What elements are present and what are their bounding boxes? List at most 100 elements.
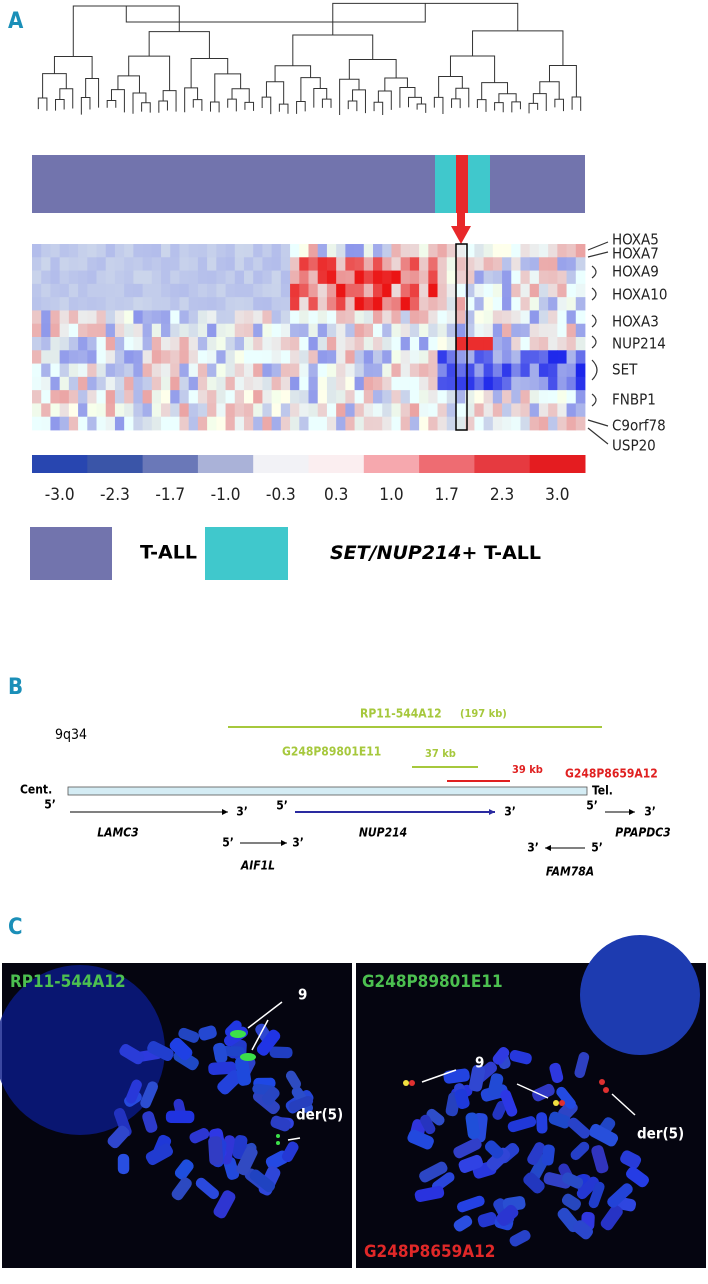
heatmap-cell (280, 350, 291, 364)
probe-label: G248P8659A12 (364, 1242, 495, 1262)
heatmap-cell (50, 337, 61, 351)
heatmap-cell (87, 323, 97, 338)
heatmap-cell (87, 416, 97, 431)
gene-arrow-head (545, 845, 551, 851)
color-scale: -3.0 -2.3 -1.7 -1.0 -0.3 0.3 1.0 1.7 2.3 3.0 (32, 455, 586, 505)
heatmap-cell (502, 390, 512, 404)
chromosome (142, 1111, 158, 1133)
scale-label: 1.7 (435, 485, 459, 505)
heatmap-cell (225, 403, 236, 418)
dendrogram-branch (321, 98, 332, 108)
heatmap-cell (566, 310, 577, 325)
heatmap-cell (538, 270, 549, 285)
heatmap-cell (271, 297, 282, 311)
heatmap-cell (280, 297, 291, 311)
chromosome (509, 1049, 532, 1065)
heatmap-cell (529, 416, 540, 431)
heatmap-cell (262, 297, 273, 311)
heatmap-cell (188, 244, 199, 258)
heatmap-cell (529, 310, 540, 325)
heatmap-cell (105, 283, 116, 298)
heatmap-cell (299, 376, 309, 391)
heatmap-cell (566, 363, 577, 378)
heatmap-cell (529, 323, 540, 338)
dendrogram-branch (433, 96, 444, 114)
heatmap-cell (345, 363, 355, 378)
heatmap-cell (78, 310, 88, 325)
heatmap-cell (308, 403, 319, 418)
heatmap-cell (124, 257, 134, 271)
heatmap-cell (114, 376, 125, 391)
heatmap-cell (280, 323, 291, 338)
heatmap-cell (446, 337, 457, 351)
chromosome (208, 1061, 237, 1076)
heatmap-cell (151, 350, 162, 364)
heatmap-cell (151, 270, 162, 285)
heatmap-cell (336, 283, 346, 298)
dendrogram-branch (511, 101, 521, 113)
heatmap-cell (96, 244, 107, 258)
heatmap-cell (234, 350, 245, 364)
heatmap-cell (271, 416, 282, 431)
heatmap-cell (96, 350, 107, 364)
chromosome (117, 1153, 130, 1175)
heatmap-cell (400, 416, 411, 431)
heatmap-cell (253, 297, 263, 311)
heatmap-cell (502, 270, 512, 285)
chromosome (527, 1142, 546, 1165)
dendrogram-branch (80, 96, 91, 115)
heatmap-cell (225, 257, 236, 271)
heatmap-cell (446, 270, 457, 285)
heatmap-cell (299, 337, 309, 351)
heatmap-cell (207, 363, 217, 378)
heatmap-cell (262, 390, 273, 404)
dendrogram-branch (214, 73, 242, 102)
heatmap-cell (373, 323, 383, 338)
heatmap-cell (253, 350, 263, 364)
heatmap-cell (243, 297, 254, 311)
heatmap-cell (446, 390, 457, 404)
heatmap-cell (32, 363, 42, 378)
dendrogram-branch (231, 88, 250, 103)
heatmap-cell (373, 244, 383, 258)
heatmap-cell (548, 350, 558, 364)
dendrogram-branch (158, 100, 168, 113)
heatmap-cell (502, 257, 512, 271)
heatmap-cell (419, 403, 429, 418)
heatmap-cell (188, 350, 199, 364)
heatmap-cell (566, 257, 577, 271)
heatmap-cell (207, 244, 217, 258)
heatmap-cell (419, 244, 429, 258)
heatmap-cell (216, 270, 226, 285)
heatmap-cell (566, 323, 577, 338)
heatmap-cell (262, 403, 273, 418)
chromosome (626, 1166, 649, 1188)
heatmap-cell (428, 363, 438, 378)
heatmap-cell (216, 323, 226, 338)
dendrogram-branch (292, 34, 374, 66)
heatmap-cell (170, 403, 180, 418)
heatmap-cell (483, 257, 494, 271)
heatmap-cell (548, 270, 558, 285)
heatmap-cell (575, 270, 586, 285)
heatmap-cell (566, 283, 577, 298)
probe-name: G248P89801E11 (282, 745, 381, 759)
heatmap-cell (474, 376, 485, 391)
heatmap-cell (234, 244, 245, 258)
heatmap-cell (151, 310, 162, 325)
heatmap-cell (234, 363, 245, 378)
heatmap-cell (59, 270, 70, 285)
heatmap-cell (197, 297, 208, 311)
heatmap-cell (207, 310, 217, 325)
gene-label: USP20 (612, 437, 656, 455)
heatmap-cell (290, 270, 300, 285)
heatmap-cell (59, 283, 70, 298)
heatmap-cell (114, 363, 125, 378)
heatmap-cell (437, 376, 448, 391)
heatmap-cell (290, 323, 300, 338)
heatmap-cell (492, 310, 503, 325)
heatmap-cell (373, 297, 383, 311)
heatmap-cell (216, 403, 226, 418)
heatmap-cell (345, 297, 355, 311)
heatmap-cell (96, 297, 107, 311)
